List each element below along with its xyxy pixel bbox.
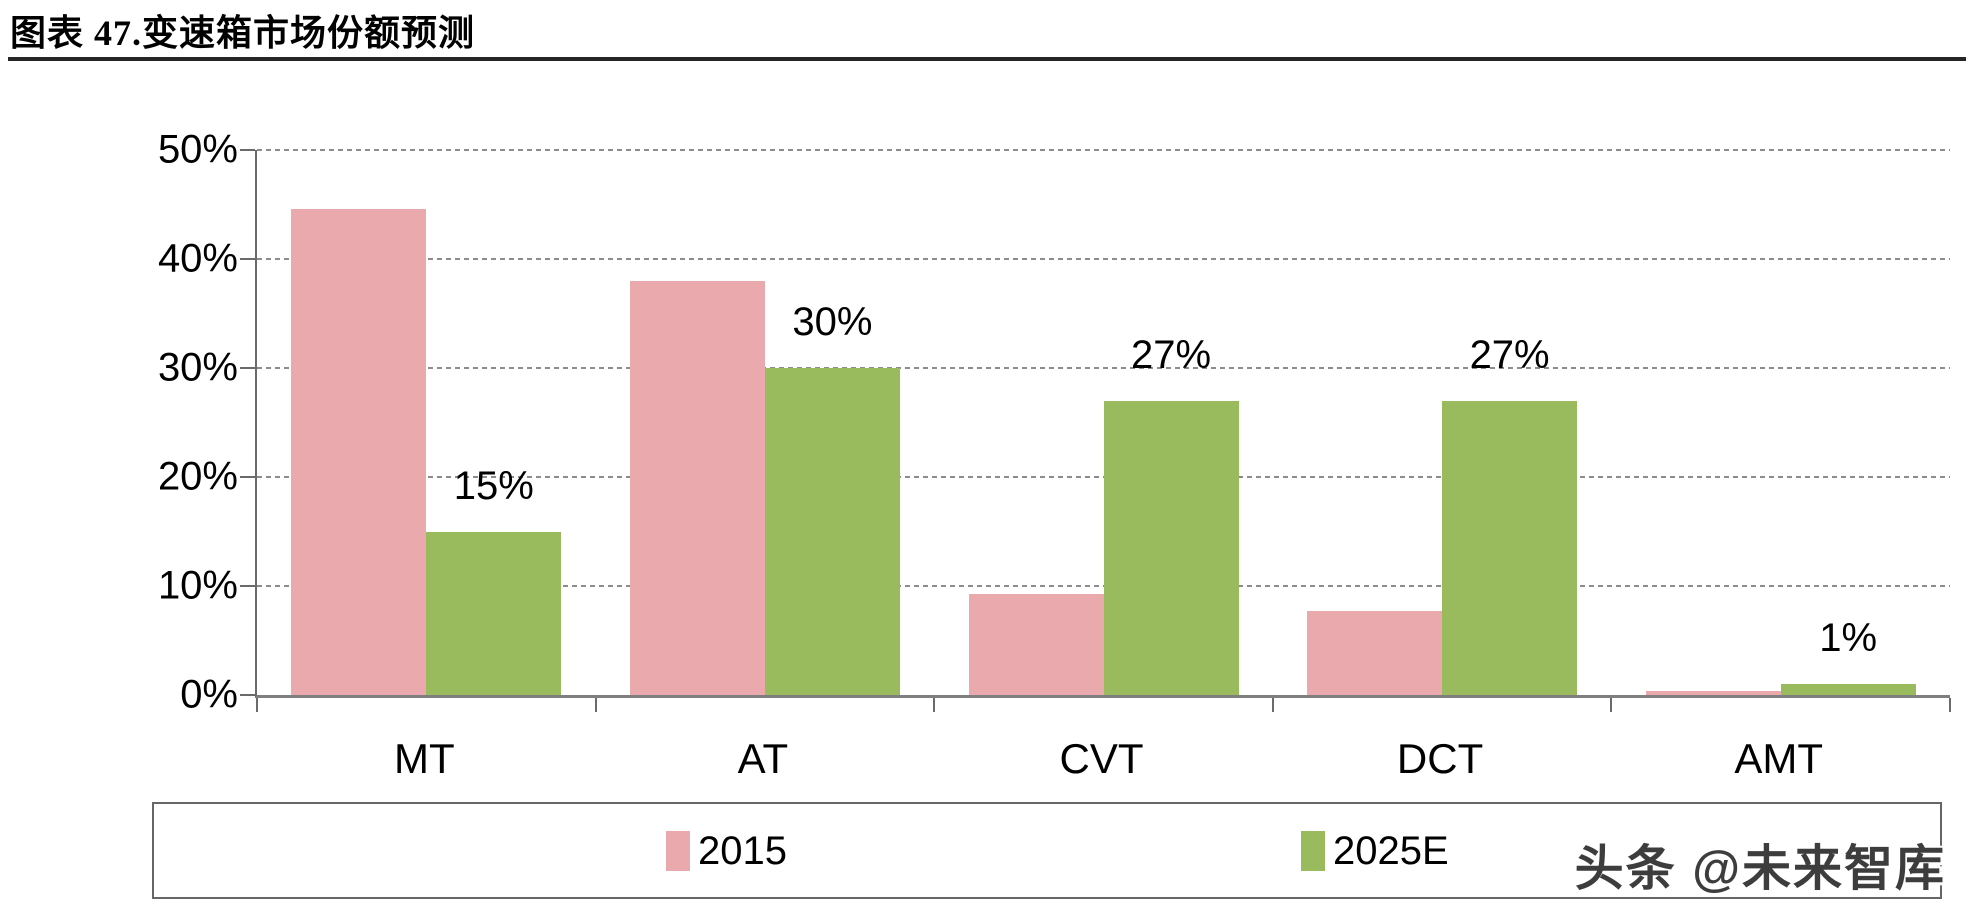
y-tick-30% xyxy=(240,367,255,369)
bar-2025e-cvt xyxy=(1103,400,1239,695)
legend-label-2015: 2015 xyxy=(698,828,787,873)
y-axis-label-30%: 30% xyxy=(157,345,238,390)
y-tick-20% xyxy=(240,476,255,478)
legend-entry-2015: 2015 xyxy=(666,828,787,873)
plot-area: 15% 30% 27% 27% 1% xyxy=(240,149,1951,712)
x-tick-5 xyxy=(1949,698,1951,712)
watermark: 头条 @未来智库 xyxy=(1574,842,1946,896)
legend: 2015 2025E xyxy=(152,802,1942,899)
x-tick-3 xyxy=(1271,698,1274,712)
bar-2025e-mt xyxy=(426,531,562,695)
gridline-30% xyxy=(257,367,1950,369)
data-label-2025e-dct: 27% xyxy=(1469,332,1550,377)
data-label-2025e-cvt: 27% xyxy=(1130,332,1212,377)
title-underline xyxy=(8,57,1966,61)
y-tick-0% xyxy=(240,694,255,696)
legend-entry-2025e: 2025E xyxy=(1301,828,1449,873)
y-axis-label-50%: 50% xyxy=(157,127,238,172)
gridline-40% xyxy=(257,258,1950,260)
data-label-2025e-at: 30% xyxy=(792,300,873,344)
legend-swatch-2015 xyxy=(666,830,690,871)
x-axis-label-mt: MT xyxy=(393,735,455,782)
gridline-50% xyxy=(257,149,1950,151)
data-label-2025e-amt: 1% xyxy=(1819,616,1878,661)
y-axis-label-40%: 40% xyxy=(157,236,238,281)
legend-swatch-2025e xyxy=(1301,830,1325,871)
bar-2025e-dct xyxy=(1442,400,1578,695)
x-tick-0 xyxy=(256,698,258,712)
y-axis-label-20%: 20% xyxy=(157,454,238,499)
x-axis-label-at: AT xyxy=(737,735,789,782)
y-axis-label-10%: 10% xyxy=(157,563,238,608)
bar-2015-dct xyxy=(1307,611,1443,695)
bar-2025e-at xyxy=(764,368,900,695)
x-axis-label-cvt: CVT xyxy=(1059,735,1144,782)
data-label-2025e-mt: 15% xyxy=(453,463,534,508)
legend-label-2025e: 2025E xyxy=(1333,828,1449,873)
x-axis-label-amt: AMT xyxy=(1734,735,1824,782)
y-axis-label-0%: 0% xyxy=(180,672,238,717)
bar-2015-at xyxy=(629,280,765,695)
y-tick-50% xyxy=(240,149,255,151)
bar-2015-amt xyxy=(1645,690,1781,695)
y-tick-10% xyxy=(240,585,255,587)
x-tick-4 xyxy=(1610,698,1613,712)
figure-title: 图表 47.变速箱市场份额预测 xyxy=(10,13,476,53)
bar-2025e-amt xyxy=(1780,684,1916,695)
bar-2015-cvt xyxy=(968,593,1104,695)
x-tick-1 xyxy=(594,698,597,712)
x-axis-label-dct: DCT xyxy=(1396,735,1484,782)
bar-2015-mt xyxy=(291,208,427,695)
y-tick-40% xyxy=(240,258,255,260)
x-tick-2 xyxy=(933,698,936,712)
